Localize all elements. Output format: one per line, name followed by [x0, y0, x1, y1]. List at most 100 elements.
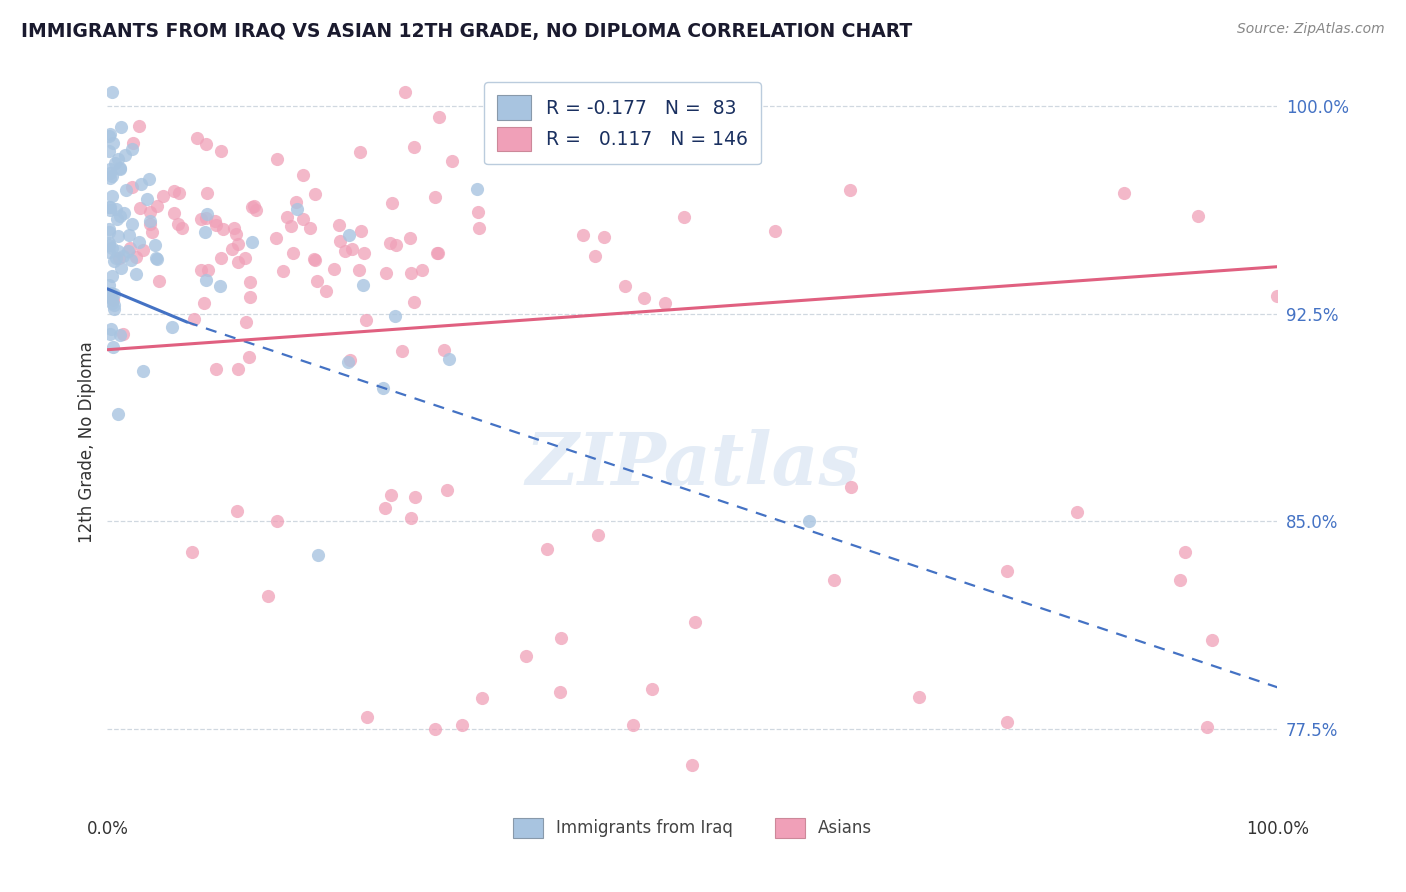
Point [128, 235, 150, 250]
Point [402, 139, 425, 153]
Point [839, 480, 862, 494]
Point [583, 250, 606, 264]
Point [423, 722, 446, 736]
Point [353, 245, 375, 260]
Point [204, 214, 226, 228]
Point [427, 110, 450, 124]
Point [181, 545, 204, 559]
Text: IMMIGRANTS FROM IRAQ VS ASIAN 12TH GRADE, NO DIPLOMA CORRELATION CHART: IMMIGRANTS FROM IRAQ VS ASIAN 12TH GRADE… [21, 22, 912, 41]
Point [108, 162, 131, 177]
Point [101, 189, 124, 203]
Point [129, 202, 152, 216]
Point [224, 220, 246, 235]
Point [547, 135, 569, 149]
Point [378, 235, 401, 250]
Point [374, 500, 396, 515]
Point [411, 262, 433, 277]
Point [209, 251, 232, 265]
Point [135, 193, 157, 207]
Point [97, 222, 120, 236]
Point [163, 184, 186, 198]
Point [118, 241, 141, 255]
Point [221, 242, 243, 256]
Point [399, 511, 422, 525]
Point [129, 177, 152, 191]
Point [550, 631, 572, 645]
Point [98, 161, 121, 176]
Point [110, 328, 132, 343]
Point [375, 266, 398, 280]
Point [323, 261, 346, 276]
Point [226, 255, 249, 269]
Point [108, 251, 131, 265]
Point [683, 615, 706, 629]
Point [104, 252, 127, 266]
Point [162, 206, 184, 220]
Point [204, 219, 226, 233]
Point [100, 127, 122, 141]
Point [117, 244, 139, 258]
Point [242, 200, 264, 214]
Point [104, 156, 127, 170]
Point [276, 210, 298, 224]
Point [105, 211, 128, 226]
Point [103, 301, 125, 316]
Point [141, 225, 163, 239]
Point [233, 251, 256, 265]
Point [112, 206, 135, 220]
Point [194, 136, 217, 151]
Point [98, 200, 121, 214]
Point [121, 142, 143, 156]
Point [167, 217, 190, 231]
Point [245, 203, 267, 218]
Point [339, 352, 361, 367]
Point [195, 211, 218, 225]
Point [148, 274, 170, 288]
Point [467, 221, 489, 235]
Point [356, 312, 378, 326]
Point [437, 352, 460, 367]
Point [97, 225, 120, 239]
Point [190, 211, 212, 226]
Point [548, 685, 571, 699]
Point [112, 326, 135, 341]
Point [138, 172, 160, 186]
Point [264, 231, 287, 245]
Point [1267, 289, 1289, 303]
Point [302, 252, 325, 267]
Point [432, 343, 454, 357]
Text: Source: ZipAtlas.com: Source: ZipAtlas.com [1237, 22, 1385, 37]
Point [132, 243, 155, 257]
Point [571, 140, 593, 154]
Point [103, 253, 125, 268]
Point [108, 209, 131, 223]
Point [101, 269, 124, 284]
Point [352, 278, 374, 293]
Point [586, 528, 609, 542]
Point [110, 120, 132, 135]
Point [114, 147, 136, 161]
Point [266, 152, 288, 166]
Point [350, 224, 373, 238]
Point [97, 245, 120, 260]
Point [285, 195, 308, 210]
Point [621, 718, 644, 732]
Point [242, 235, 264, 249]
Point [194, 225, 217, 239]
Point [654, 296, 676, 310]
Point [170, 221, 193, 235]
Point [399, 267, 422, 281]
Point [384, 310, 406, 324]
Legend: Immigrants from Iraq, Asians: Immigrants from Iraq, Asians [506, 812, 879, 844]
Point [169, 186, 191, 201]
Point [291, 168, 314, 182]
Point [193, 296, 215, 310]
Point [381, 195, 404, 210]
Point [101, 339, 124, 353]
Point [107, 244, 129, 258]
Point [128, 120, 150, 134]
Point [823, 574, 845, 588]
Point [98, 128, 121, 143]
Point [209, 278, 232, 293]
Point [120, 253, 142, 268]
